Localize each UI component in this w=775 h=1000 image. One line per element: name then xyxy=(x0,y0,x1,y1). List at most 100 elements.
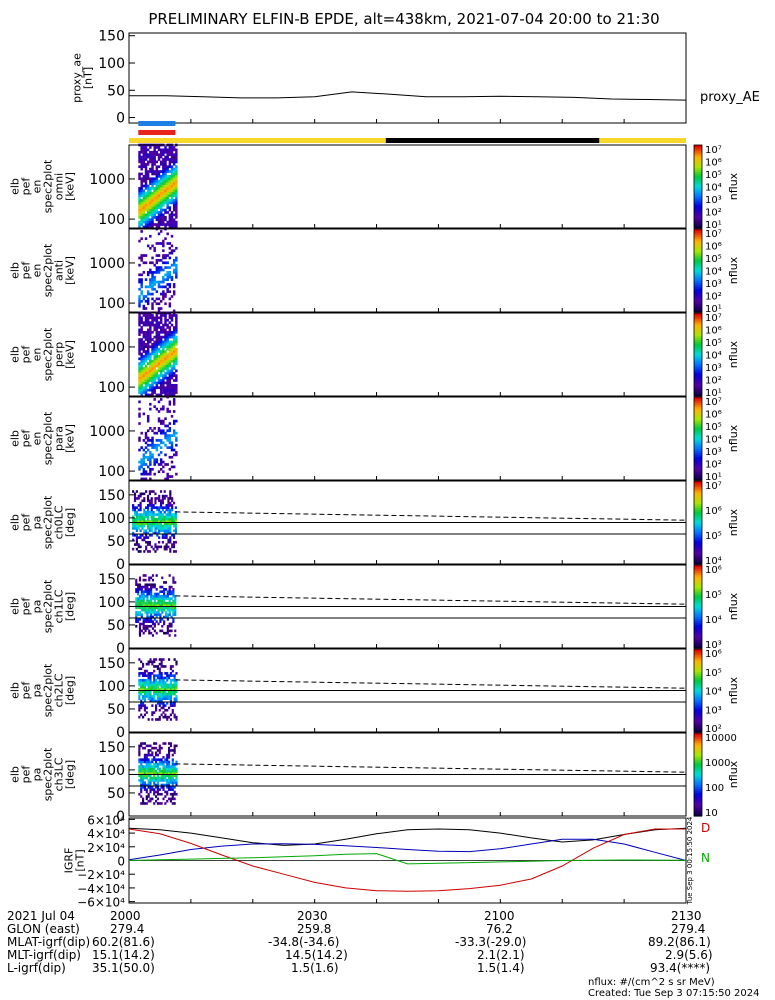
pa_ch2-cell xyxy=(158,669,161,673)
pa_ch3-cell xyxy=(164,783,167,787)
spec_perp-colorbar-tick-label: 10⁷ xyxy=(705,313,722,324)
pa_ch3-cell xyxy=(164,776,167,780)
pa_ch2-cell xyxy=(149,660,152,664)
pa_ch3-cell xyxy=(145,744,148,748)
footer-date-label: 2021 Jul 04 xyxy=(7,909,75,923)
pa_ch0-cell xyxy=(152,490,155,493)
spec_perp-cell xyxy=(155,362,159,365)
spec_omni-cell xyxy=(172,162,176,166)
pa_ch3-cell xyxy=(140,786,143,789)
pa_ch3-cell xyxy=(145,767,148,771)
spec_perp-cell xyxy=(142,371,146,375)
spec_para-colorbar-swatch xyxy=(694,467,702,471)
pa_ch2-colorbar-swatch xyxy=(694,663,702,667)
pa_ch0-cell xyxy=(133,508,137,512)
spec_omni-cell xyxy=(170,155,174,159)
pa_ch3-cell xyxy=(166,756,169,759)
spec_anti-cell xyxy=(175,263,178,267)
spec_perp-cell xyxy=(166,326,169,329)
spec_omni-cell xyxy=(159,203,163,207)
spec_perp-cell xyxy=(166,359,169,363)
spec_omni-cell xyxy=(155,153,159,157)
pa_ch1-cell xyxy=(153,618,156,621)
pa_ch2-cell xyxy=(173,690,176,694)
spec_omni-cell xyxy=(175,170,178,173)
pa_ch0-cell xyxy=(171,520,174,523)
pa_ch1-cell xyxy=(148,615,151,619)
spec_omni-cell xyxy=(149,182,152,185)
pa_ch3-cell xyxy=(153,769,156,773)
spec_anti-cell xyxy=(162,280,165,284)
pa_ch0-cell xyxy=(163,517,166,521)
pa_ch1-cell xyxy=(138,576,142,580)
pa_ch1-cell xyxy=(172,608,175,612)
pa_ch3-cell xyxy=(143,786,147,789)
pa_ch1-ylabel-line-3: spec2plot xyxy=(42,579,55,633)
spec_perp-cell xyxy=(146,393,150,397)
spec_omni-cell xyxy=(144,194,148,197)
pa_ch3-cell xyxy=(160,783,163,787)
pa_ch2-cell xyxy=(173,658,176,661)
spec_omni-cell xyxy=(164,208,167,212)
pa_ch0-cell xyxy=(139,515,142,519)
pa_ch1-cell xyxy=(155,631,158,635)
pa_ch1-ytick-label: 150 xyxy=(98,572,125,588)
pa_ch0-cell xyxy=(165,515,168,519)
pa_ch3-cell xyxy=(149,779,152,782)
pa_ch1-cell xyxy=(170,629,173,633)
pa_ch2-cell xyxy=(140,681,143,684)
pa_ch0-cell xyxy=(146,536,150,539)
pa_ch2-cell xyxy=(164,685,167,689)
spec_perp-cell xyxy=(138,323,141,327)
pa_ch3-cell xyxy=(145,753,148,757)
spec_anti-cell xyxy=(162,268,165,272)
spec_omni-cell xyxy=(157,199,161,202)
pa_ch2-cell xyxy=(171,690,174,694)
pa_ch0-cell xyxy=(167,508,170,512)
spec_para-cell xyxy=(144,436,148,440)
pa_ch1-cell xyxy=(140,590,143,593)
spec_para-cell xyxy=(159,422,163,425)
spec_anti-cell xyxy=(164,254,167,257)
spec_omni-cell xyxy=(168,220,172,224)
spec_perp-cell xyxy=(149,357,152,361)
spec_omni-cell xyxy=(168,177,172,181)
spec_omni-cell xyxy=(149,206,152,210)
pa_ch2-cell xyxy=(143,695,147,698)
spec_para-cell xyxy=(172,402,176,406)
pa_ch3-cell xyxy=(149,786,152,789)
pa_ch0-cell xyxy=(154,492,157,496)
pa_ch1-cell xyxy=(157,613,160,617)
pa_ch1-cell xyxy=(144,629,147,633)
pa_ch3-cell xyxy=(147,751,150,755)
spec_perp-cell xyxy=(138,333,141,337)
spec_perp-cell xyxy=(170,388,174,392)
spec_omni-cell xyxy=(175,208,178,212)
pa_ch2-colorbar-swatch xyxy=(694,651,702,654)
spec_perp-cell xyxy=(144,314,148,317)
pa_ch1-cell xyxy=(163,601,166,605)
pa_ch0-cell xyxy=(159,506,163,509)
spec_perp-cell xyxy=(140,374,143,378)
spec_perp-cell xyxy=(149,326,152,329)
pa_ch2-cell xyxy=(175,660,178,664)
spec_anti-colorbar-tick-label: 10² xyxy=(705,292,722,303)
pa_ch2-cell xyxy=(167,658,171,661)
spec_omni-cell xyxy=(144,150,148,154)
pa_ch2-cell xyxy=(141,683,145,687)
pa_ch2-colorbar-swatch xyxy=(694,729,702,733)
spec_perp-cell xyxy=(159,364,163,368)
spec_anti-cell xyxy=(159,230,163,233)
pa_ch2-cell xyxy=(173,713,176,717)
pa_ch2-cell xyxy=(164,681,167,684)
pa_ch3-cell xyxy=(158,760,161,764)
pa_ch1-cell xyxy=(137,599,140,603)
spec_omni-cell xyxy=(149,150,152,154)
pa_ch2-cell xyxy=(175,699,178,703)
pa_ch3-cell xyxy=(171,788,174,791)
pa_ch1-cell xyxy=(153,585,156,589)
spec_omni-cell xyxy=(138,172,141,176)
spec_perp-cell xyxy=(142,355,146,358)
pa_ch2-cell xyxy=(145,681,148,684)
pa_ch0-cell xyxy=(137,508,140,512)
